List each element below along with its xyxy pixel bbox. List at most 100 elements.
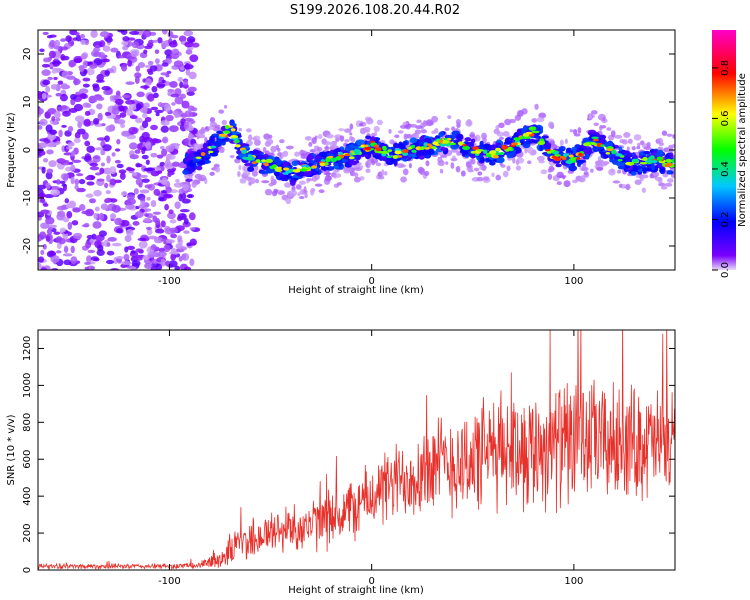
spectrogram-noise-blob — [171, 102, 176, 106]
spectrogram-noise-blob — [155, 228, 165, 234]
spectrogram-halo-blob — [268, 182, 274, 187]
spectrogram-ridge-core — [499, 152, 505, 155]
spectrogram-noise-blob — [74, 178, 80, 186]
spectrogram-noise-blob — [177, 213, 187, 220]
spectrogram-ridge-blob — [485, 158, 491, 162]
spectrogram-noise-blob — [84, 140, 91, 147]
spectrogram-noise-blob — [58, 210, 66, 218]
spectrogram-noise-blob — [94, 206, 100, 212]
spectrogram-noise-blob — [184, 137, 189, 146]
spectrogram-ridge-blob — [456, 133, 464, 141]
spectrogram-noise-blob — [164, 57, 172, 65]
spectrogram-noise-blob — [150, 152, 158, 158]
spectrogram-noise-blob — [190, 107, 198, 112]
spectrogram-halo-blob — [633, 134, 642, 141]
spectrogram-noise-blob — [84, 266, 90, 270]
spectrogram-noise-blob — [94, 45, 101, 49]
spectrogram-halo-blob — [254, 139, 261, 146]
spectrogram-noise-blob — [48, 50, 56, 59]
spectrogram-halo-blob — [238, 164, 242, 171]
spectrogram-noise-blob — [38, 192, 46, 198]
spectrogram-noise-blob — [98, 40, 106, 48]
spectrogram-noise-blob — [100, 162, 105, 167]
spectrogram-ridge-blob — [504, 137, 513, 145]
spectrogram-ridge-blob — [418, 151, 425, 156]
snr-x-tick-label: 0 — [368, 576, 374, 587]
spectrogram-ridge-core — [528, 126, 537, 131]
spectrogram-noise-blob — [128, 126, 138, 135]
spectrogram-halo-blob — [234, 158, 241, 164]
spectrogram-ridge-core — [424, 147, 430, 150]
spectrogram-noise-blob — [183, 230, 190, 234]
colorbar-tick-label: 0.8 — [720, 60, 731, 76]
spectrogram-halo-blob — [618, 183, 623, 188]
spectrogram-noise-blob — [156, 154, 164, 159]
spectrogram-noise-blob — [38, 107, 44, 115]
spectrogram-y-tick-label: -10 — [22, 190, 33, 206]
spectrogram-ridge-core — [462, 144, 467, 147]
spectrogram-halo-blob — [209, 121, 218, 128]
spectrogram-noise-blob — [145, 226, 152, 231]
spectrogram-noise-blob — [157, 102, 164, 108]
spectrogram-ridge-blob — [630, 171, 637, 176]
spectrogram-ridge-core — [394, 150, 402, 155]
spectrogram-ridge-blob — [252, 149, 258, 155]
spectrogram-halo-blob — [641, 187, 646, 193]
spectrogram-noise-blob — [114, 159, 121, 164]
spectrogram-noise-blob — [189, 238, 197, 246]
spectrogram-halo-blob — [188, 134, 195, 140]
spectrogram-noise-blob — [55, 92, 62, 97]
spectrogram-halo-blob — [498, 136, 505, 140]
spectrogram-noise-blob — [156, 83, 166, 87]
spectrogram-ridge-blob — [348, 160, 358, 166]
spectrogram-ridge-core — [554, 154, 561, 157]
spectrogram-ridge-core — [282, 172, 289, 175]
spectrogram-halo-blob — [300, 153, 306, 159]
spectrogram-noise-blob — [184, 41, 194, 48]
spectrogram-noise-blob — [151, 85, 158, 93]
spectrogram-noise-blob — [92, 117, 100, 125]
spectrogram-noise-blob — [70, 176, 75, 185]
spectrogram-halo-blob — [424, 170, 430, 177]
spectrogram-halo-blob — [376, 119, 383, 126]
spectrogram-noise-blob — [38, 125, 43, 130]
spectrogram-halo-blob — [626, 146, 630, 152]
spectrogram-ridge-blob — [622, 150, 631, 154]
spectrogram-noise-blob — [46, 149, 54, 155]
spectrogram-noise-blob — [140, 200, 146, 207]
spectrogram-halo-blob — [556, 181, 562, 186]
spectrogram-ridge-blob — [192, 159, 199, 164]
spectrogram-halo-blob — [281, 151, 286, 158]
spectrogram-noise-blob — [106, 174, 111, 183]
spectrogram-ridge-blob — [306, 154, 314, 161]
spectrogram-noise-blob — [135, 248, 144, 253]
spectrogram-noise-blob — [154, 109, 164, 114]
spectrogram-ridge-blob — [409, 137, 418, 144]
spectrogram-ridge-core — [431, 146, 437, 150]
spectrogram-noise-blob — [161, 79, 166, 84]
spectrogram-halo-blob — [549, 143, 558, 150]
spectrogram-noise-blob — [77, 120, 83, 129]
spectrogram-noise-blob — [162, 136, 169, 144]
spectrogram-halo-blob — [420, 128, 427, 134]
spectrogram-noise-blob — [113, 95, 122, 100]
spectrogram-noise-blob — [78, 179, 86, 185]
spectrogram-ridge-blob — [599, 151, 607, 155]
spectrogram-ridge-core — [381, 150, 388, 155]
spectrogram-noise-blob — [141, 120, 149, 129]
spectrogram-noise-blob — [92, 155, 101, 163]
spectrogram-halo-blob — [634, 179, 642, 185]
spectrogram-halo-blob — [526, 146, 534, 154]
spectrogram-ridge-blob — [386, 157, 395, 161]
spectrogram-noise-blob — [129, 154, 139, 160]
spectrogram-noise-blob — [179, 81, 184, 89]
spectrogram-halo-blob — [593, 122, 599, 126]
spectrogram-halo-blob — [375, 162, 382, 167]
spectrogram-ridge-blob — [650, 163, 656, 171]
spectrogram-ridge-core — [382, 145, 387, 150]
spectrogram-ridge-core — [386, 155, 392, 159]
spectrogram-noise-blob — [143, 102, 150, 109]
spectrogram-ridge-blob — [375, 154, 381, 159]
spectrogram-noise-blob — [50, 189, 61, 196]
spectrogram-noise-blob — [40, 267, 47, 270]
